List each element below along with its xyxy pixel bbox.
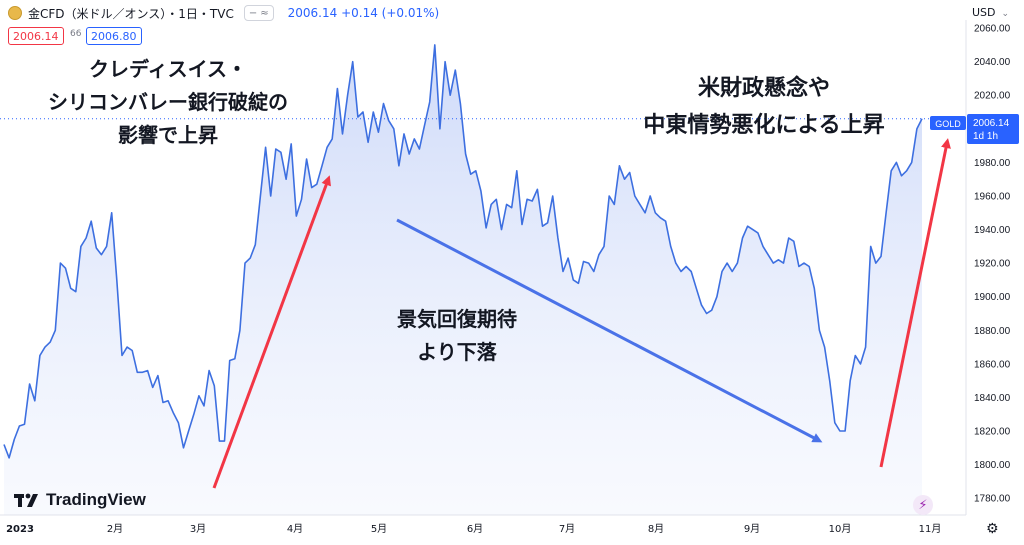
price-tag-bg <box>967 114 1019 144</box>
arrow-up-left <box>212 175 331 489</box>
y-tick-label: 1800.00 <box>974 460 1011 471</box>
spread-value: 66 <box>70 29 82 39</box>
gear-icon[interactable]: ⚙ <box>986 521 999 537</box>
x-tick-label: 2023 <box>6 524 34 535</box>
y-tick-label: 1840.00 <box>974 393 1011 404</box>
approx-icon[interactable]: ≈ <box>260 7 269 19</box>
sell-price-button[interactable]: 2006.14 <box>8 27 64 45</box>
price-area <box>4 44 922 516</box>
x-tick-label: 4月 <box>287 523 303 535</box>
arrow-up-right <box>879 138 951 468</box>
price-axis[interactable]: 1780.00 1800.00 1820.00 1840.00 1860.00 1880.… <box>974 24 1011 505</box>
chevron-down-icon: ⌄ <box>1001 9 1010 19</box>
x-tick-label: 10月 <box>829 523 852 535</box>
symbol-tag-bg <box>930 116 966 130</box>
y-tick-label: 1880.00 <box>974 326 1011 337</box>
x-tick-label: 5月 <box>371 523 387 535</box>
y-tick-label: 1860.00 <box>974 359 1011 370</box>
quote-readout: 2006.14 +0.14 (+0.01%) <box>287 6 440 20</box>
buy-price-button[interactable]: 2006.80 <box>86 27 142 45</box>
y-tick-label: 2060.00 <box>974 24 1011 35</box>
x-tick-label: 11月 <box>919 523 942 535</box>
arrow-down-middle <box>396 218 823 443</box>
currency-selector[interactable]: USD ⌄ <box>972 6 1009 19</box>
y-tick-label: 1980.00 <box>974 158 1011 169</box>
y-tick-label: 2040.00 <box>974 57 1011 68</box>
countdown-tag: 1d 1h <box>973 131 998 142</box>
x-tick-label: 6月 <box>467 523 483 535</box>
last-price-label: GOLD 2006.14 1d 1h <box>930 114 1019 144</box>
y-tick-label: 2020.00 <box>974 91 1011 102</box>
gold-coin-icon <box>8 6 22 20</box>
bolt-icon[interactable]: ⚡ <box>913 495 933 515</box>
time-axis[interactable]: 2023 2月 3月 4月 5月 6月 7月 8月 9月 10月 11月 <box>6 523 941 535</box>
x-tick-label: 2月 <box>107 523 123 535</box>
symbol-title[interactable]: 金CFD（米ドル／オンス）・1日・TVC <box>28 6 234 21</box>
price-line <box>3 44 923 459</box>
y-tick-label: 1900.00 <box>974 292 1011 303</box>
y-tick-label: 1960.00 <box>974 191 1011 202</box>
symbol-header: 金CFD（米ドル／オンス）・1日・TVC − ≈ 2006.14 +0.14 (… <box>8 4 439 22</box>
x-tick-label: 7月 <box>559 523 575 535</box>
symbol-tag: GOLD <box>935 119 961 129</box>
x-tick-label: 3月 <box>190 523 206 535</box>
currency-label: USD <box>972 6 996 19</box>
y-tick-label: 1920.00 <box>974 259 1011 270</box>
annotation-left: クレディスイス・ シリコンバレー銀行破綻の 影響で上昇 <box>48 57 288 147</box>
tradingview-logo-icon <box>14 493 38 507</box>
minus-icon[interactable]: − <box>248 7 258 19</box>
indicator-toggle[interactable]: − ≈ <box>243 5 274 21</box>
y-tick-label: 1820.00 <box>974 427 1011 438</box>
x-tick-label: 8月 <box>648 523 664 535</box>
annotation-right: 米財政懸念や 中東情勢悪化による上昇 <box>643 76 885 138</box>
x-tick-label: 9月 <box>744 523 760 535</box>
price-tag: 2006.14 <box>973 118 1010 129</box>
y-tick-label: 1940.00 <box>974 225 1011 236</box>
y-tick-label: 1780.00 <box>974 494 1011 505</box>
tradingview-logo[interactable]: TradingView <box>14 490 146 510</box>
tradingview-logo-text: TradingView <box>46 490 146 509</box>
annotation-middle: 景気回復期待 より下落 <box>397 307 517 364</box>
